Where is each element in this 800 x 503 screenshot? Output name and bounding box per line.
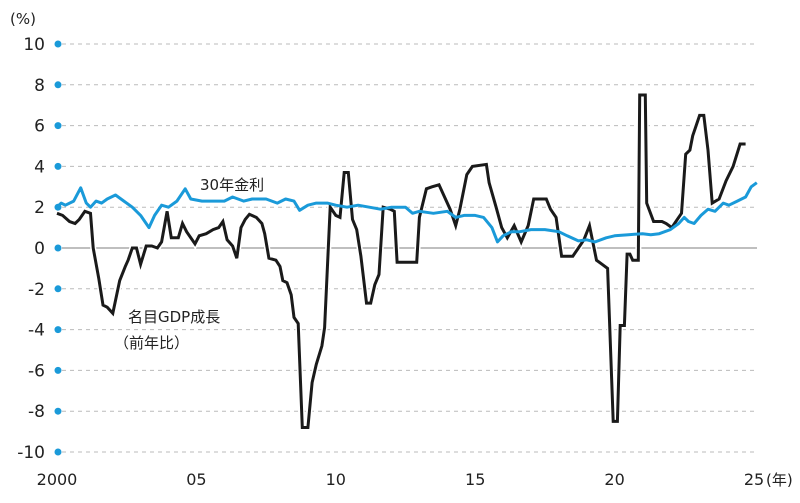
annotation-gdp: 名目GDP成長 bbox=[128, 308, 220, 326]
x-tick-label: 05 bbox=[186, 470, 206, 489]
annotation-bond: 30年金利 bbox=[200, 176, 264, 194]
x-tick-label: 15 bbox=[465, 470, 485, 489]
y-tick-label: -10 bbox=[17, 443, 45, 463]
y-tick-dot bbox=[54, 162, 62, 170]
y-tick-label: -4 bbox=[28, 321, 45, 341]
annotation-gdp-sub: （前年比） bbox=[114, 334, 189, 352]
y-tick-label: -6 bbox=[28, 361, 45, 381]
gdp-growth-line bbox=[56, 93, 746, 429]
x-tick-label: 20 bbox=[604, 470, 624, 489]
y-tick-dot bbox=[54, 244, 62, 252]
x-unit-label: (年) bbox=[766, 471, 793, 489]
bond-yield-30y-line bbox=[55, 181, 758, 244]
y-tick-label: 0 bbox=[34, 239, 45, 259]
gridlines bbox=[62, 43, 757, 453]
x-tick-label: 25 bbox=[744, 470, 764, 489]
y-tick-label: -2 bbox=[28, 280, 45, 300]
y-tick-label: 2 bbox=[34, 198, 45, 218]
y-tick-dot bbox=[54, 366, 62, 374]
y-tick-dot bbox=[54, 122, 62, 130]
y-tick-dot bbox=[54, 40, 62, 48]
x-axis: 2000 05 10 15 20 25 (年) bbox=[37, 470, 793, 489]
y-axis: 10 8 6 4 2 0 -2 -4 -6 -8 -10 bbox=[17, 35, 62, 463]
y-tick-label: 10 bbox=[23, 35, 45, 55]
y-tick-dot bbox=[54, 326, 62, 334]
y-tick-dot bbox=[54, 407, 62, 415]
x-tick-label: 10 bbox=[326, 470, 346, 489]
y-tick-label: 8 bbox=[34, 76, 45, 96]
y-unit-label: (%) bbox=[10, 10, 36, 28]
y-tick-label: -8 bbox=[28, 402, 45, 422]
y-tick-dot bbox=[54, 81, 62, 89]
series-lines bbox=[55, 92, 758, 431]
y-tick-dot bbox=[54, 285, 62, 293]
y-tick-label: 4 bbox=[34, 157, 45, 177]
y-tick-label: 6 bbox=[34, 117, 45, 137]
y-tick-dot bbox=[54, 448, 62, 456]
x-tick-label: 2000 bbox=[37, 470, 78, 489]
